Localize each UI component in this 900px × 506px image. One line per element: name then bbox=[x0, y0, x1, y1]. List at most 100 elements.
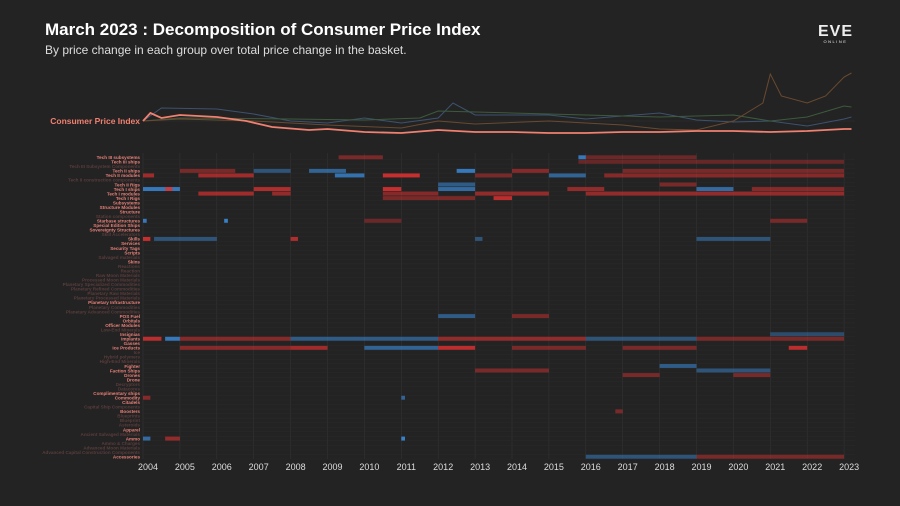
row-label: Tech III subsystems bbox=[97, 155, 141, 160]
row-label: Skill Accelerators bbox=[102, 232, 141, 237]
heatmap-cell bbox=[585, 155, 697, 160]
row-label: Tech III Subsystem Components bbox=[69, 164, 140, 169]
group-line bbox=[142, 72, 852, 131]
heatmap-cell bbox=[733, 373, 771, 378]
row-label: Skills bbox=[128, 237, 140, 242]
row-label: Gasses bbox=[124, 341, 141, 346]
heatmap-cell bbox=[696, 368, 771, 373]
row-label: Structure Modules bbox=[100, 205, 141, 210]
row-label: Planetary Refined Commodities bbox=[71, 287, 141, 292]
heatmap-cell bbox=[438, 314, 476, 319]
x-tick-label: 2014 bbox=[507, 462, 527, 472]
heatmap-cell bbox=[567, 187, 605, 191]
row-label: Planetary Infrastructure bbox=[88, 300, 140, 305]
row-label: Complimentary ships bbox=[93, 391, 140, 396]
row-label: High-End Minerals bbox=[100, 359, 141, 364]
row-label: Officer Modules bbox=[105, 323, 140, 328]
heatmap-cell bbox=[253, 187, 291, 191]
heatmap-cell bbox=[253, 168, 291, 173]
heatmap-cell bbox=[272, 191, 291, 196]
row-label: Services bbox=[121, 241, 140, 246]
heatmap-cell bbox=[334, 173, 365, 178]
heatmap-cell bbox=[154, 236, 217, 241]
row-label: Drones bbox=[124, 373, 140, 378]
row-label: Tech I Rigs bbox=[116, 196, 141, 201]
x-tick-label: 2010 bbox=[359, 462, 379, 472]
row-label: Tech II construction components bbox=[68, 178, 140, 183]
heatmap-cell bbox=[696, 454, 845, 459]
row-label: Station components bbox=[96, 214, 141, 219]
row-label: Hybrid polymers bbox=[104, 355, 141, 360]
row-label: Reactions bbox=[118, 264, 140, 269]
heatmap-cell bbox=[179, 345, 291, 350]
x-tick-label: 2007 bbox=[249, 462, 269, 472]
heatmap-cell bbox=[382, 191, 439, 196]
row-label: Boosters bbox=[120, 409, 140, 414]
heatmap-cell bbox=[615, 409, 623, 414]
row-label: Structure bbox=[120, 209, 141, 214]
row-label: POS Fuel bbox=[120, 314, 140, 319]
heatmap-cell bbox=[143, 236, 151, 241]
row-label: Datacores bbox=[118, 386, 141, 391]
heatmap-cell bbox=[165, 336, 180, 341]
row-label: Ammo bbox=[126, 436, 140, 441]
heatmap-cell bbox=[165, 436, 180, 441]
logo-sub: ONLINE bbox=[823, 39, 848, 44]
heatmap-cell bbox=[290, 236, 298, 241]
heatmap-cell bbox=[512, 168, 549, 173]
row-label: Drone bbox=[127, 377, 141, 382]
row-label: Capital Ship Components bbox=[84, 405, 140, 410]
heatmap-cell bbox=[401, 395, 405, 400]
heatmap-cell bbox=[165, 187, 173, 191]
heatmap-cell bbox=[585, 191, 845, 196]
row-label: Implants bbox=[121, 337, 140, 342]
heatmap-cell bbox=[382, 196, 476, 201]
row-label: Tech III ships bbox=[111, 160, 140, 165]
heatmap-cell bbox=[438, 345, 476, 350]
row-label: Special Edition Ships bbox=[93, 223, 140, 228]
heatmap-cell bbox=[401, 436, 405, 441]
row-label: Advanced Capital Construction Components bbox=[42, 450, 140, 455]
heatmap-cell bbox=[143, 218, 147, 223]
heatmap-cell bbox=[696, 187, 734, 191]
row-label: Planetary Commodities bbox=[89, 305, 141, 310]
row-label: Blueprints bbox=[117, 414, 140, 419]
row-label: Apparel bbox=[123, 427, 140, 432]
heatmap-cell bbox=[659, 182, 697, 187]
row-label: Blueprint bbox=[120, 418, 141, 423]
heatmap-cell bbox=[578, 155, 586, 160]
heatmap-cell bbox=[438, 336, 586, 341]
logo-main: EVE bbox=[818, 23, 854, 40]
row-label: Security Tags bbox=[110, 246, 140, 251]
cpi-label: Consumer Price Index bbox=[50, 116, 140, 126]
row-label: Fighter bbox=[124, 364, 140, 369]
heatmap-cell bbox=[290, 345, 328, 350]
x-tick-label: 2013 bbox=[470, 462, 490, 472]
x-tick-label: 2012 bbox=[433, 462, 453, 472]
x-tick-label: 2008 bbox=[286, 462, 306, 472]
heatmap-cell bbox=[224, 218, 228, 223]
heatmap-cell bbox=[770, 218, 808, 223]
heatmap-cell bbox=[143, 187, 180, 191]
heatmap-cell bbox=[309, 168, 346, 173]
heatmap-cell bbox=[143, 395, 151, 400]
heatmap-cell bbox=[143, 336, 162, 341]
row-label: Planetary Processed Materials bbox=[74, 296, 141, 301]
row-label: Ice bbox=[134, 350, 141, 355]
row-label: Planetary Raw Materials bbox=[87, 291, 140, 296]
heatmap-cell bbox=[659, 364, 697, 368]
cpi-line bbox=[142, 111, 852, 134]
heatmap-cell bbox=[578, 159, 845, 164]
row-label: Tech I modules bbox=[107, 191, 141, 196]
row-label: Citadels bbox=[122, 400, 140, 405]
heatmap-cell bbox=[622, 168, 845, 173]
x-tick-label: 2016 bbox=[581, 462, 601, 472]
row-label: Planetary Advanced Commodities bbox=[66, 309, 141, 314]
heatmap-cell bbox=[143, 436, 151, 441]
row-label: Tech I ships bbox=[114, 187, 141, 192]
chart-subtitle: By price change in each group over total… bbox=[45, 43, 407, 57]
heatmap-cell bbox=[382, 187, 402, 191]
row-label: Scripts bbox=[124, 250, 140, 255]
heatmap-cell bbox=[512, 314, 549, 319]
x-tick-label: 2005 bbox=[175, 462, 195, 472]
